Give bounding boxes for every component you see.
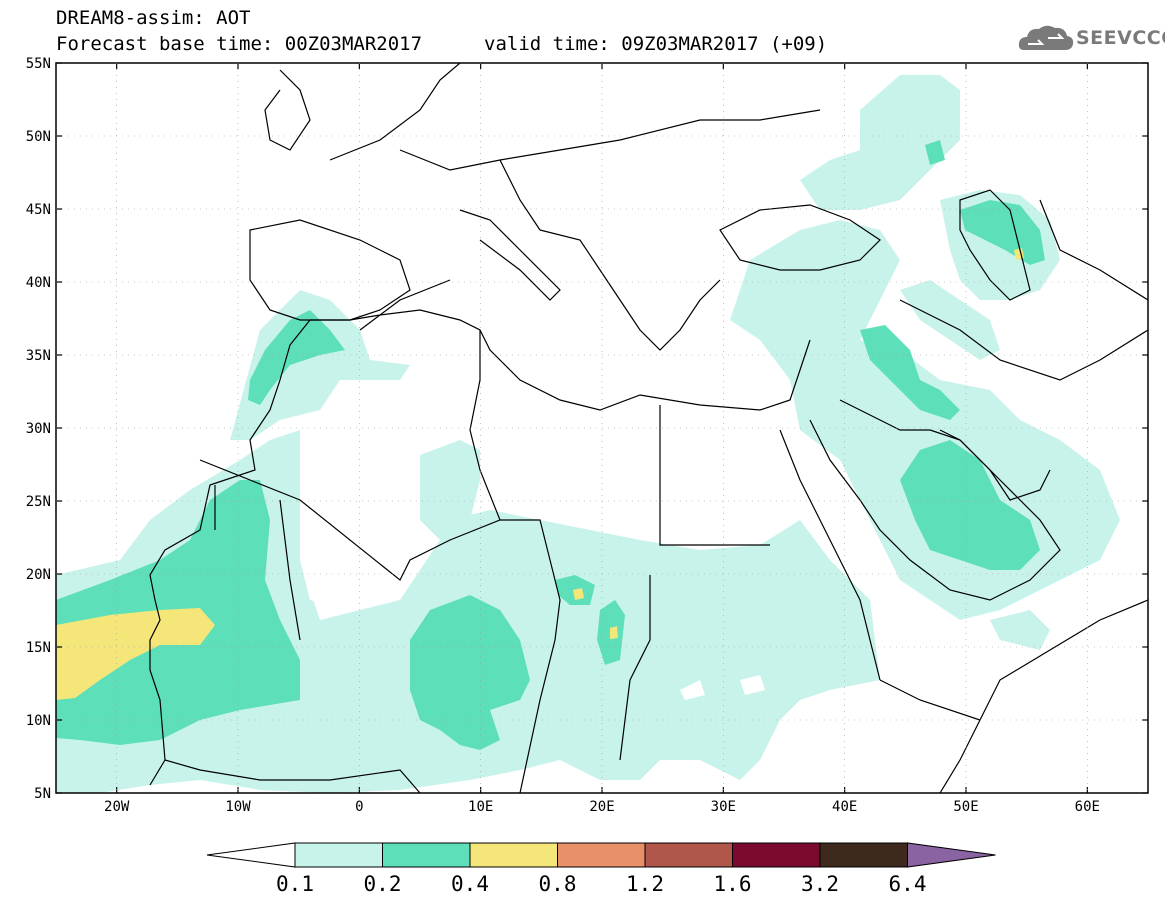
colorbar-segment <box>294 842 383 868</box>
lat-tick-label: 50N <box>26 129 51 145</box>
lat-tick-label: 20N <box>26 567 51 583</box>
forecast-base-time: Forecast base time: 00Z03MAR2017 <box>56 33 423 55</box>
lat-tick-label: 25N <box>26 494 51 510</box>
valid-time: valid time: 09Z03MAR2017 (+09) <box>484 33 828 55</box>
colorbar-min-arrow <box>206 842 296 868</box>
lon-tick-label: 20E <box>589 799 614 815</box>
lon-tick-label: 20W <box>104 799 130 815</box>
colorbar-label: 3.2 <box>801 872 839 896</box>
lon-tick-label: 30E <box>711 799 736 815</box>
lat-tick-label: 35N <box>26 348 51 364</box>
logo-text: SEEVCCC <box>1076 27 1165 49</box>
lat-tick-label: 15N <box>26 640 51 656</box>
aot-colorbar: 0.1 0.2 0.4 0.8 1.2 1.6 3.2 6.4 <box>206 842 996 896</box>
graticule <box>56 63 1148 793</box>
colorbar-segment <box>732 842 821 868</box>
lat-tick-label: 10N <box>26 713 51 729</box>
lat-tick-label: 45N <box>26 202 51 218</box>
lat-tick-label: 5N <box>34 786 51 802</box>
longitude-axis: 20W 10W 0 10E 20E 30E 40E 50E 60E <box>104 63 1100 815</box>
colorbar-segment <box>382 842 471 868</box>
colorbar-label: 0.2 <box>364 872 402 896</box>
lon-tick-label: 10W <box>225 799 251 815</box>
colorbar-label: 1.6 <box>714 872 752 896</box>
colorbar-label: 6.4 <box>889 872 927 896</box>
colorbar-label: 0.8 <box>539 872 577 896</box>
colorbar-label: 0.4 <box>451 872 489 896</box>
coastlines <box>149 63 1148 793</box>
cloud-logo-icon <box>1018 25 1074 50</box>
colorbar-label: 0.1 <box>276 872 314 896</box>
lon-tick-label: 0 <box>355 799 363 815</box>
lat-tick-label: 30N <box>26 421 51 437</box>
lon-tick-label: 50E <box>953 799 978 815</box>
colorbar-segment <box>557 842 646 868</box>
map-title: DREAM8-assim: AOT <box>56 7 251 29</box>
colorbar-segment <box>469 842 558 868</box>
colorbar-label: 1.2 <box>626 872 664 896</box>
lat-tick-label: 55N <box>26 56 51 72</box>
colorbar-max-arrow <box>907 842 996 868</box>
aot-shading <box>56 75 1120 793</box>
colorbar-segment <box>644 842 733 868</box>
lon-tick-label: 40E <box>832 799 857 815</box>
seevccc-logo: SEEVCCC <box>1018 22 1165 56</box>
latitude-axis: 55N 50N 45N 40N 35N 30N 25N 20N 15N 10N 5N <box>26 56 1148 802</box>
lat-tick-label: 40N <box>26 275 51 291</box>
lon-tick-label: 60E <box>1075 799 1100 815</box>
colorbar-segment <box>819 842 908 868</box>
lon-tick-label: 10E <box>468 799 493 815</box>
